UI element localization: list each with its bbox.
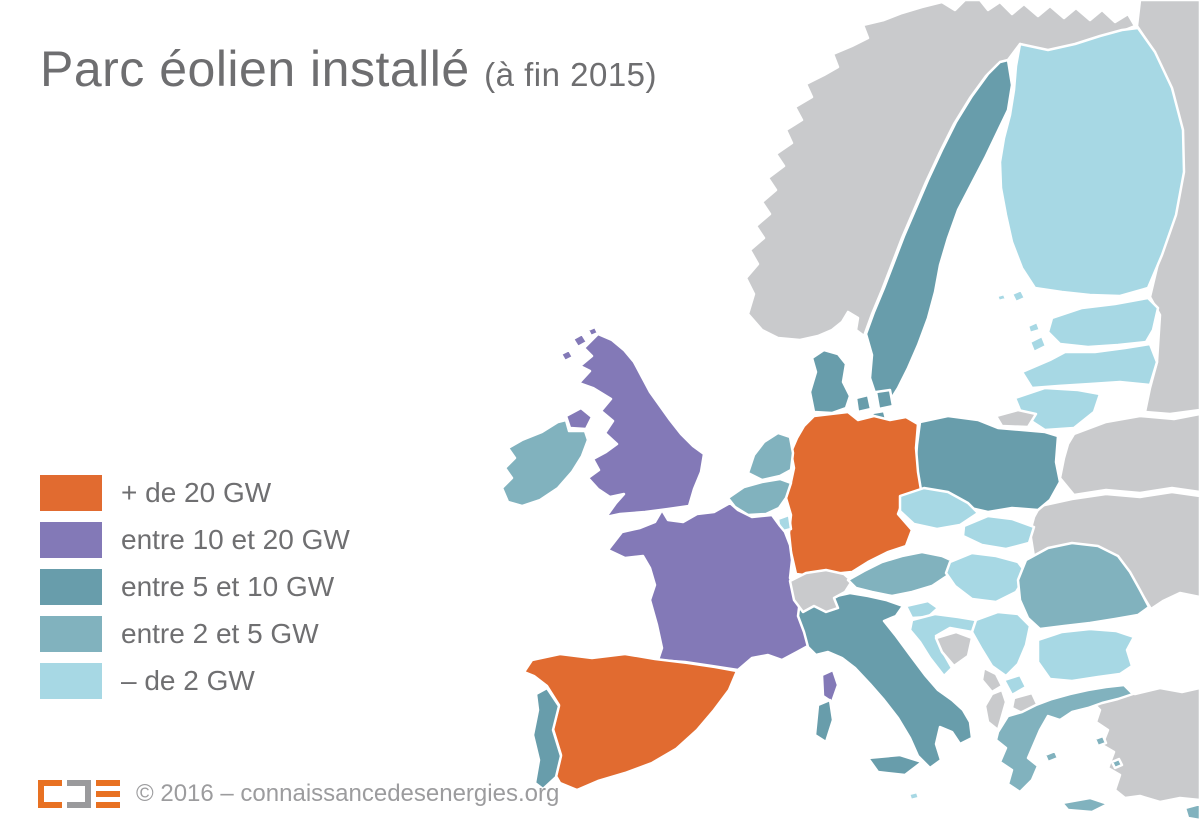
page-title: Parc éolien installé (à fin 2015) [40, 40, 657, 98]
title-subtitle: (à fin 2015) [484, 56, 658, 93]
legend-swatch-lt2 [40, 663, 102, 699]
legend-label-10-20: entre 10 et 20 GW [121, 524, 350, 555]
country-germany [784, 410, 924, 578]
logo-bracket-close-icon [67, 780, 91, 808]
country-italy [796, 591, 974, 777]
legend-label-gt20: + de 20 GW [121, 477, 272, 508]
cde-logo [38, 780, 120, 808]
country-slovenia [904, 599, 940, 620]
country-montenegro [980, 666, 1004, 694]
country-switzerland [788, 568, 854, 614]
footer: © 2016 – connaissancedesenergies.org [38, 780, 559, 808]
legend-item-10-20: entre 10 et 20 GW [40, 522, 350, 558]
legend-swatch-2-5 [40, 616, 102, 652]
country-hungary [944, 551, 1029, 604]
country-finland [995, 26, 1186, 304]
legend-item-2-5: entre 2 et 5 GW [40, 616, 350, 652]
legend-item-lt2: – de 2 GW [40, 663, 350, 699]
legend-label-5-10: entre 5 et 10 GW [121, 571, 335, 602]
legend-swatch-5-10 [40, 569, 102, 605]
legend-item-gt20: + de 20 GW [40, 475, 350, 511]
copyright-text: © 2016 – connaissancedesenergies.org [136, 780, 560, 807]
logo-bracket-open-icon [38, 780, 62, 808]
legend-swatch-10-20 [40, 522, 102, 558]
country-bosnia [934, 630, 974, 668]
country-serbia [970, 610, 1032, 678]
country-france [606, 501, 840, 704]
title-main: Parc éolien installé [40, 41, 470, 97]
country-greece [994, 683, 1200, 822]
country-denmark [808, 348, 895, 422]
country-netherlands [746, 431, 795, 482]
country-latvia [1020, 342, 1159, 390]
legend-label-2-5: entre 2 et 5 GW [121, 618, 319, 649]
country-romania [1016, 541, 1151, 631]
country-turkey [1088, 686, 1200, 804]
country-portugal [531, 686, 563, 791]
country-uk [559, 325, 706, 519]
country-albania [983, 688, 1008, 732]
country-estonia [1026, 296, 1160, 354]
country-czechia [898, 486, 980, 531]
country-ireland [500, 418, 590, 508]
country-slovakia [961, 514, 1036, 551]
legend-label-lt2: – de 2 GW [121, 665, 255, 696]
country-kosovo [1002, 673, 1028, 697]
legend: + de 20 GW entre 10 et 20 GW entre 5 et … [40, 475, 350, 699]
country-malta [907, 790, 921, 802]
legend-swatch-gt20 [40, 475, 102, 511]
legend-item-5-10: entre 5 et 10 GW [40, 569, 350, 605]
country-belarus [1058, 412, 1200, 497]
logo-bars-icon [96, 780, 120, 808]
country-bulgaria [1036, 627, 1136, 683]
country-kaliningrad [994, 408, 1038, 429]
